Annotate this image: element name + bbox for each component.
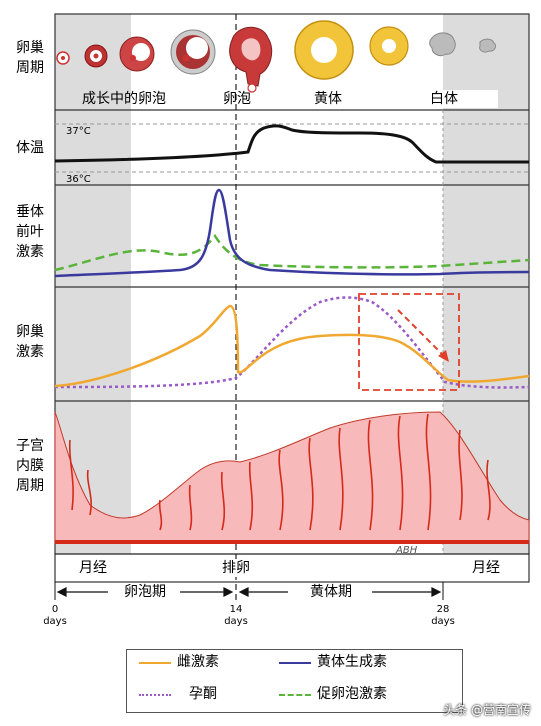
legend-estrogen-label: 雌激素 — [177, 654, 219, 670]
legend-fsh-swatch — [279, 694, 311, 696]
temp-label-37: 37°C — [66, 126, 91, 137]
row-label-temp: 体温 — [16, 140, 44, 156]
ovulation-label: 排卵 — [211, 559, 261, 577]
fsh-curve — [54, 233, 530, 272]
watermark: 头条 @营南宣传 — [443, 703, 531, 717]
tick-day-0: 0 days — [43, 604, 67, 627]
axis-ticks — [54, 582, 444, 600]
tick-day-14: 14 days — [224, 604, 248, 627]
ovary-stage-icons — [56, 20, 497, 93]
panel-grid — [54, 13, 530, 583]
estrogen-curve — [54, 304, 530, 388]
endometrium-tissue — [54, 411, 530, 543]
menses-label-left: 月经 — [79, 560, 107, 576]
row-label-ovarian-hormones: 卵巢 激素 — [16, 324, 44, 360]
luteal-phase-label: 黄体期 — [310, 584, 352, 600]
legend-progesterone-swatch — [139, 694, 171, 696]
stage-growing-follicle: 成长中的卵泡 — [82, 91, 166, 107]
highlight-arrow — [397, 309, 447, 359]
legend-progesterone-label: 孕酮 — [189, 686, 217, 702]
legend-fsh-label: 促卵泡激素 — [317, 686, 387, 702]
legend-lh-swatch — [279, 662, 311, 664]
row-label-pituitary: 垂体 前叶 激素 — [16, 204, 44, 260]
temp-label-36: 36°C — [66, 174, 91, 185]
temperature-curve — [54, 124, 529, 164]
tick-day-28: 28 days — [431, 604, 455, 627]
menses-label-right: 月经 — [472, 560, 500, 576]
row-label-endometrium: 子宫 内膜 周期 — [16, 438, 44, 494]
artist-signature: ABH — [396, 545, 418, 556]
phase-arrows — [56, 587, 442, 597]
legend-lh-label: 黄体生成素 — [317, 654, 387, 670]
lh-curve — [54, 188, 530, 278]
highlight-box — [358, 293, 460, 391]
legend-estrogen-swatch — [139, 662, 171, 664]
endometrium-glands — [68, 413, 491, 531]
legend: 雌激素 黄体生成素 孕酮 促卵泡激素 — [126, 649, 463, 713]
stage-corpus-albicans: 白体 — [430, 90, 498, 108]
stage-corpus-luteum: 黄体 — [314, 91, 342, 107]
row-label-ovary: 卵巢 周期 — [16, 40, 44, 76]
stage-follicle: 卵泡 — [223, 91, 251, 107]
follicular-phase-label: 卵泡期 — [124, 584, 166, 600]
